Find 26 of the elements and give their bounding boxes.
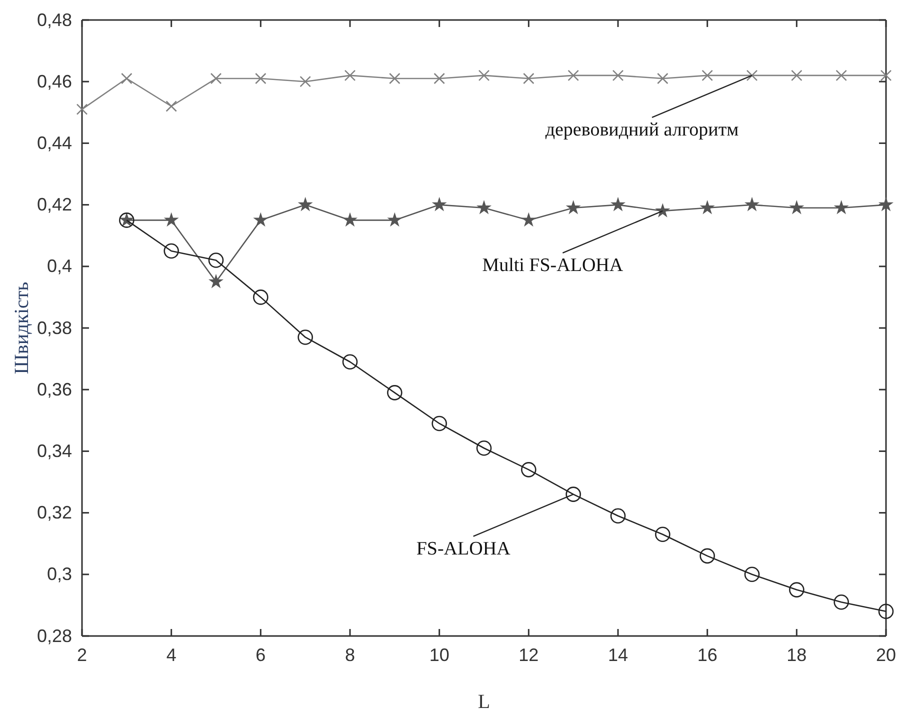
x-tick-label: 18 <box>786 644 807 665</box>
y-tick-label: 0,46 <box>36 71 72 92</box>
x-tick-label: 12 <box>518 644 539 665</box>
y-tick-label: 0,4 <box>46 256 72 276</box>
x-tick-label: 16 <box>697 644 718 665</box>
annotation: FS-ALOHA <box>416 538 511 560</box>
y-tick-label: 0,42 <box>36 194 72 215</box>
y-tick-label: 0,3 <box>46 564 72 584</box>
annotation: Multi FS-ALOHA <box>482 254 624 276</box>
annotation: деревовидний алгоритм <box>545 119 739 140</box>
y-tick-label: 0,44 <box>36 132 72 153</box>
x-tick-label: 4 <box>166 644 176 665</box>
y-tick-label: 0,28 <box>36 626 72 646</box>
x-tick-label: 8 <box>344 644 356 665</box>
x-tick-label: 10 <box>429 644 450 665</box>
x-tick-label: 14 <box>608 644 628 665</box>
y-tick-label: 0,48 <box>36 10 72 30</box>
x-axis-title: L <box>478 691 490 713</box>
x-tick-label: 6 <box>256 644 266 665</box>
y-tick-label: 0,38 <box>36 318 72 338</box>
y-tick-label: 0,32 <box>36 502 72 523</box>
y-axis-title: Швидкість <box>11 282 33 374</box>
y-tick-label: 0,34 <box>36 440 72 461</box>
x-tick-label: 20 <box>876 644 896 665</box>
x-tick-label: 2 <box>76 644 88 665</box>
y-tick-label: 0,36 <box>36 379 72 400</box>
